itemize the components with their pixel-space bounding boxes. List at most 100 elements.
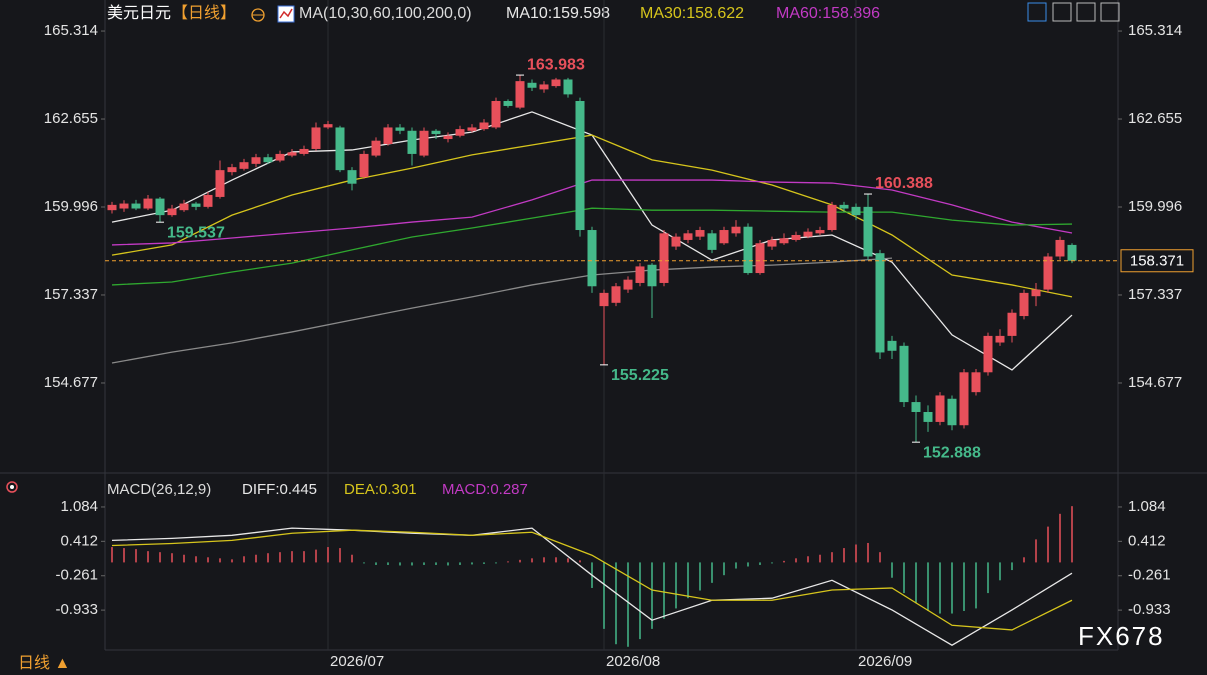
candle-body: [899, 345, 909, 403]
watermark: FX678: [1078, 621, 1165, 651]
candle-body: [635, 266, 645, 283]
candle-body: [731, 226, 741, 234]
candle-body: [707, 233, 717, 250]
candle-body: [443, 135, 453, 140]
candle-body: [143, 198, 153, 209]
candle-body: [719, 230, 729, 244]
candle-body: [851, 206, 861, 216]
candle-body: [383, 127, 393, 144]
candle-body: [959, 372, 969, 426]
indicator-label: MA(10,30,60,100,200,0): [299, 5, 472, 22]
macd-icon-dot: [10, 485, 14, 489]
y-tick-label: 0.412: [1128, 532, 1166, 549]
x-tick-label: 2026/09: [858, 653, 912, 670]
candle-body: [155, 198, 165, 216]
candle-body: [215, 170, 225, 197]
candle-body: [1055, 239, 1065, 257]
extreme-label: 152.888: [923, 444, 981, 461]
footer-period[interactable]: 日线 ▲: [18, 654, 70, 672]
tool-button[interactable]: [1052, 2, 1072, 22]
candle-body: [191, 203, 201, 207]
candle-body: [1019, 292, 1029, 317]
candle-body: [1007, 312, 1017, 336]
candle-body: [659, 233, 669, 283]
candle-body: [167, 208, 177, 216]
candle-body: [971, 372, 981, 393]
candle-body: [803, 231, 813, 237]
tool-button[interactable]: [1076, 2, 1096, 22]
candle-body: [479, 122, 489, 130]
candle-body: [623, 279, 633, 290]
candle-body: [551, 79, 561, 87]
tool-button[interactable]: [1100, 2, 1120, 22]
candle-body: [275, 153, 285, 161]
candle-body: [119, 203, 129, 209]
macd-title: MACD(26,12,9): [107, 481, 211, 498]
candle-body: [935, 395, 945, 422]
legend-ma30: MA30:158.622: [640, 5, 744, 22]
candle-body: [683, 233, 693, 240]
candle-body: [455, 129, 465, 136]
candle-body: [743, 226, 753, 274]
candle-body: [107, 204, 117, 211]
y-tick-label: 159.996: [1128, 198, 1182, 215]
legend-diff: DIFF:0.445: [242, 481, 317, 498]
candle-body: [323, 124, 333, 128]
y-tick-label: 1.084: [1128, 498, 1166, 515]
y-tick-label: 154.677: [1128, 374, 1182, 391]
indicator-line: [111, 207, 1073, 286]
candle-body: [419, 130, 429, 156]
extreme-label: 160.388: [875, 175, 933, 192]
y-tick-label: 154.677: [44, 374, 98, 391]
y-tick-label: -0.933: [55, 601, 98, 618]
candle-body: [587, 230, 597, 287]
macd-icon[interactable]: [6, 481, 18, 493]
candle-body: [695, 230, 705, 237]
candle-body: [839, 204, 849, 209]
y-tick-label: 1.084: [60, 498, 98, 515]
candle-body: [863, 206, 873, 257]
candle-body: [1031, 289, 1041, 297]
candle-body: [239, 162, 249, 169]
y-tick-label: 162.655: [1128, 110, 1182, 127]
x-tick-label: 2026/08: [606, 653, 660, 670]
candle-body: [527, 82, 537, 88]
candle-body: [335, 127, 345, 171]
current-price-label: 158.371: [1130, 253, 1184, 270]
candle-body: [503, 100, 513, 106]
candle-body: [995, 335, 1005, 343]
candle-body: [431, 130, 441, 135]
legend-ma10: MA10:159.598: [506, 5, 610, 22]
candle-body: [599, 292, 609, 307]
legend-dea: DEA:0.301: [344, 481, 417, 498]
candle-body: [911, 402, 921, 412]
current-price-box: [1120, 249, 1194, 273]
candle-body: [311, 127, 321, 149]
candle-body: [251, 157, 261, 164]
y-tick-label: -0.261: [55, 567, 98, 584]
extreme-label: 155.225: [611, 367, 669, 384]
indicator-icon-line: [279, 8, 293, 19]
indicator-line: [111, 529, 1073, 631]
y-tick-label: -0.261: [1128, 567, 1171, 584]
candle-body: [611, 286, 621, 303]
extreme-label: 163.983: [527, 56, 585, 73]
y-tick-label: 165.314: [1128, 22, 1182, 39]
toolbar: [1027, 2, 1120, 22]
y-tick-label: 162.655: [44, 110, 98, 127]
candle-body: [263, 157, 273, 163]
candle-body: [755, 243, 765, 274]
candle-body: [779, 238, 789, 244]
candle-body: [491, 100, 501, 128]
candle-body: [407, 130, 417, 154]
candle-body: [815, 230, 825, 234]
candle-body: [131, 203, 141, 209]
candle-body: [539, 84, 549, 90]
candle-body: [671, 236, 681, 247]
period-label: 【日线】: [172, 4, 236, 22]
legend-macd: MACD:0.287: [442, 481, 528, 498]
tool-button[interactable]: [1027, 2, 1047, 22]
candle-body: [923, 411, 933, 422]
candle-body: [875, 253, 885, 353]
